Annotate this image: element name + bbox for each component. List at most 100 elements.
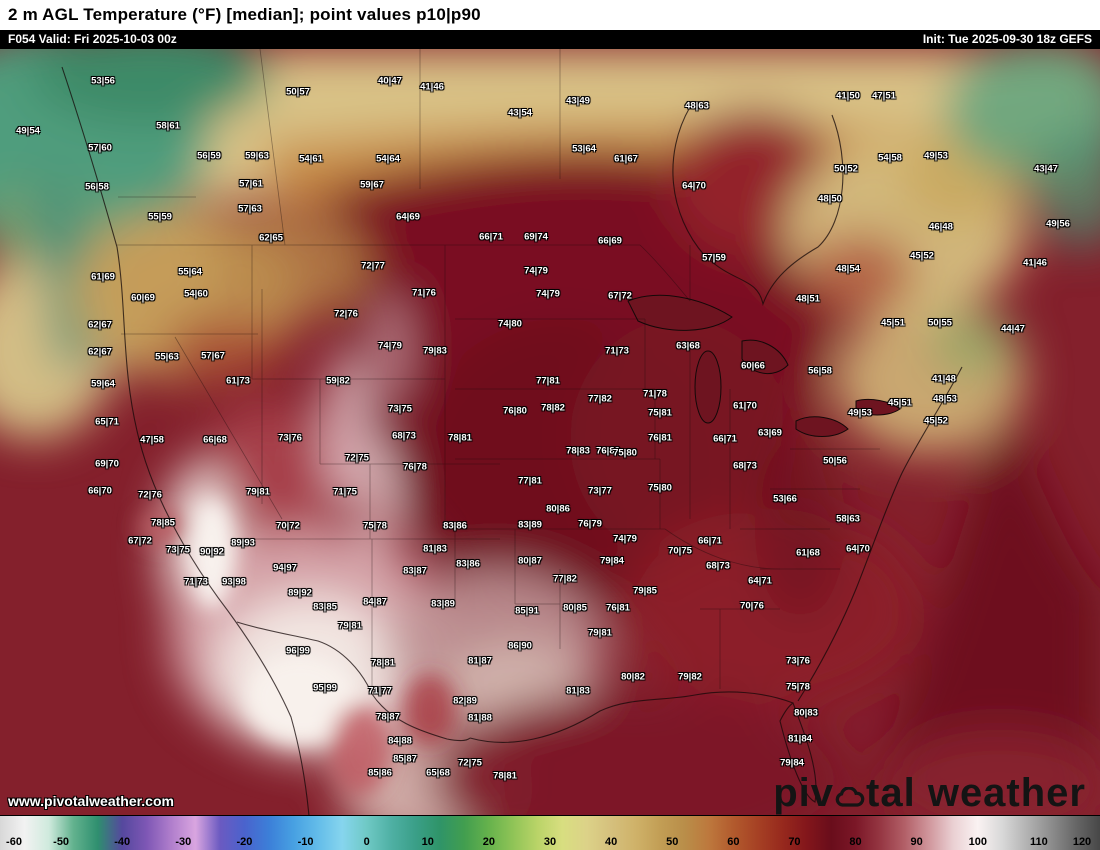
colorbar-tick-label: 100 [968,836,987,848]
point-value: 53|64 [572,143,596,155]
point-value: 83|85 [313,601,337,613]
temperature-colorbar: -60 -50 -40 -30 -20 -10 0 10 20 30 40 50 60 70 80 90 100… [0,815,1100,850]
point-value: 76|78 [403,461,427,473]
point-value: 48|54 [836,263,860,275]
point-value: 76|80 [596,445,620,457]
point-value: 61|67 [614,153,638,165]
point-value: 74|79 [536,288,560,300]
point-value: 85|91 [515,605,539,617]
point-value: 50|57 [286,86,310,98]
point-value: 64|70 [846,543,870,555]
temperature-field-map [0,49,1100,815]
point-value: 78|85 [151,517,175,529]
point-value: 83|86 [456,558,480,570]
point-values-layer: 53|56 50|57 40|47 41|46 43|49 48|63 41|50 47|51… [0,49,1100,815]
point-value: 43|47 [1034,163,1058,175]
coastlines [61,66,963,815]
point-value: 66|68 [203,434,227,446]
watermark: www.pivotalweather.com [8,793,174,809]
pivotal-weather-logo: piv tal weather [773,773,1086,813]
point-value: 57|67 [201,350,225,362]
point-value: 83|89 [518,519,542,531]
point-value: 54|61 [299,153,323,165]
colorbar-tick-label: 30 [543,836,557,848]
logo-text-suffix: tal weather [866,771,1086,815]
point-value: 80|82 [621,671,645,683]
point-value: 77|81 [536,375,560,387]
colorbar-tick-label: -20 [236,836,253,848]
point-value: 89|92 [288,587,312,599]
point-value: 56|58 [85,181,109,193]
point-value: 96|99 [286,645,310,657]
point-value: 61|68 [796,547,820,559]
colorbar-tick-label: -30 [175,836,192,848]
status-bar: F054 Valid: Fri 2025-10-03 00z Init: Tue… [0,30,1100,48]
point-value: 85|86 [368,767,392,779]
point-value: 78|83 [566,445,590,457]
point-value: 59|82 [326,375,350,387]
point-value: 48|53 [933,393,957,405]
point-value: 77|82 [553,573,577,585]
point-value: 67|72 [128,535,152,547]
point-value: 70|75 [668,545,692,557]
point-value: 79|81 [588,627,612,639]
point-value: 44|47 [1001,323,1025,335]
point-value: 72|76 [138,489,162,501]
point-value: 77|82 [588,393,612,405]
point-value: 71|75 [333,486,357,498]
point-value: 85|87 [393,753,417,765]
point-value: 45|52 [910,250,934,262]
point-value: 75|78 [363,520,387,532]
great-lakes [627,294,901,437]
point-value: 50|55 [928,317,952,329]
point-value: 95|99 [313,682,337,694]
point-value: 82|89 [453,695,477,707]
point-value: 50|56 [823,455,847,467]
point-value: 72|77 [361,260,385,272]
point-value: 62|65 [259,232,283,244]
colorbar-tick-label: 70 [788,836,801,848]
point-value: 76|81 [648,432,672,444]
forecast-valid-label: F054 Valid: Fri 2025-10-03 00z [8,32,177,46]
point-value: 66|71 [479,231,503,243]
state-borders [117,49,880,689]
point-value: 59|64 [91,378,115,390]
point-value: 49|53 [848,407,872,419]
colorbar-tick-label: 10 [421,836,434,848]
point-value: 57|59 [702,252,726,264]
point-value: 45|51 [888,397,912,409]
point-value: 86|90 [508,640,532,652]
point-value: 50|52 [834,163,858,175]
point-value: 93|98 [222,576,246,588]
point-value: 81|88 [468,712,492,724]
point-value: 79|82 [678,671,702,683]
point-value: 46|48 [929,221,953,233]
point-value: 73|76 [278,432,302,444]
point-value: 49|54 [16,125,40,137]
point-value: 79|83 [423,345,447,357]
colorbar-tick-label: -50 [53,836,70,848]
point-value: 75|78 [786,681,810,693]
point-value: 68|73 [706,560,730,572]
point-value: 68|73 [733,460,757,472]
weather-map[interactable]: 53|56 50|57 40|47 41|46 43|49 48|63 41|50 47|51… [0,48,1100,815]
point-value: 78|82 [541,402,565,414]
point-value: 94|97 [273,562,297,574]
point-value: 59|67 [360,179,384,191]
point-value: 57|63 [238,203,262,215]
point-value: 65|68 [426,767,450,779]
point-value: 40|47 [378,75,402,87]
point-value: 76|80 [503,405,527,417]
point-value: 81|84 [788,733,812,745]
point-value: 72|76 [334,308,358,320]
point-value: 81|87 [468,655,492,667]
point-value: 78|81 [448,432,472,444]
point-value: 66|70 [88,485,112,497]
point-value: 73|75 [388,403,412,415]
point-value: 79|84 [780,757,804,769]
colorbar-tick-label: 80 [849,836,862,848]
point-value: 69|74 [524,231,548,243]
point-value: 77|81 [518,475,542,487]
model-init-label: Init: Tue 2025-09-30 18z GEFS [922,32,1092,46]
point-value: 48|51 [796,293,820,305]
